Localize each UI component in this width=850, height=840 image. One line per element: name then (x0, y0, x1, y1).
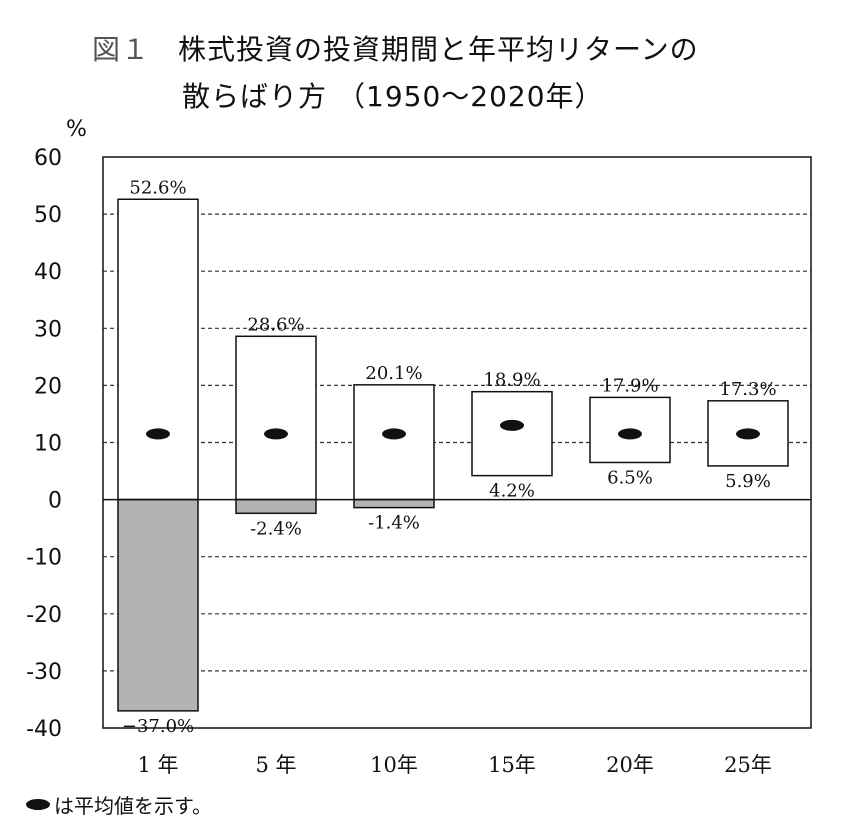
title-period: （1950～2020年） (337, 80, 604, 113)
gridlines (103, 213, 811, 672)
x-category-label: 5 年 (255, 753, 296, 777)
range-bar-positive (353, 384, 435, 501)
x-category-label: 15年 (488, 753, 536, 777)
title-main: 株式投資の投資期間と年平均リターンの (178, 33, 699, 66)
range-chart: % 52.6% −37.0% 28.6% -2.4% 20.1% -1.4% 18.9% 4.… (26, 117, 812, 777)
y-axis-unit: % (66, 117, 87, 142)
mean-marker (736, 428, 760, 440)
data-labels: 52.6% −37.0% 28.6% -2.4% 20.1% -1.4% 18.9% 4.2%… (122, 177, 777, 737)
mean-marker (264, 428, 288, 440)
min-value-label: 6.5% (607, 467, 653, 488)
max-value-label: 17.9% (601, 375, 658, 396)
range-bar-negative (235, 498, 317, 515)
mean-marker (146, 428, 170, 440)
y-tick-label: 60 (34, 146, 62, 171)
figure-label: 図１ (92, 33, 151, 66)
y-tick-label: 0 (48, 489, 62, 514)
y-tick-label: -10 (26, 546, 62, 571)
x-category-label: 20年 (606, 753, 654, 777)
range-bar (471, 390, 553, 477)
y-tick-label: 50 (34, 203, 62, 228)
mean-marker-icon (26, 799, 50, 810)
legend-note: は平均値を示す。 (26, 790, 212, 819)
title-line-2: 散らばり方 （1950～2020年） (182, 75, 604, 115)
max-value-label: 28.6% (247, 314, 304, 335)
axes: 60 50 40 30 20 10 0 -10 -20 -30 -40 1 年 5 年 10年 15年 20年… (26, 146, 772, 777)
min-value-label: −37.0% (122, 716, 194, 737)
x-category-label: 1 年 (137, 753, 178, 777)
y-tick-label: 30 (34, 317, 62, 342)
x-category-label: 25年 (724, 753, 772, 777)
plot-frame (102, 156, 812, 729)
y-tick-label: 20 (34, 374, 62, 399)
range-bar-negative (353, 498, 435, 509)
y-tick-label: -30 (26, 660, 62, 685)
max-value-label: 17.3% (719, 379, 776, 400)
range-bars (117, 198, 789, 712)
max-value-label: 52.6% (129, 177, 186, 198)
y-tick-label: -20 (26, 603, 62, 628)
y-tick-label: 40 (34, 260, 62, 285)
title-main-cont: 散らばり方 (182, 80, 328, 113)
min-value-label: 4.2% (489, 481, 535, 502)
title-line-1: 図１ 株式投資の投資期間と年平均リターンの (92, 28, 699, 68)
min-value-label: -1.4% (368, 513, 420, 534)
range-bar-positive (117, 198, 199, 501)
min-value-label: 5.9% (725, 471, 771, 492)
range-bar-positive (235, 335, 317, 501)
x-category-label: 10年 (370, 753, 418, 777)
legend-note-text: は平均値を示す。 (54, 794, 212, 818)
range-bar-negative (117, 498, 199, 712)
max-value-label: 20.1% (365, 363, 422, 384)
mean-marker (618, 428, 642, 440)
y-tick-label: -40 (26, 717, 62, 742)
mean-marker (382, 428, 406, 440)
mean-marker (500, 419, 524, 431)
y-tick-label: 10 (34, 432, 62, 457)
min-value-label: -2.4% (250, 518, 302, 539)
max-value-label: 18.9% (483, 370, 540, 391)
